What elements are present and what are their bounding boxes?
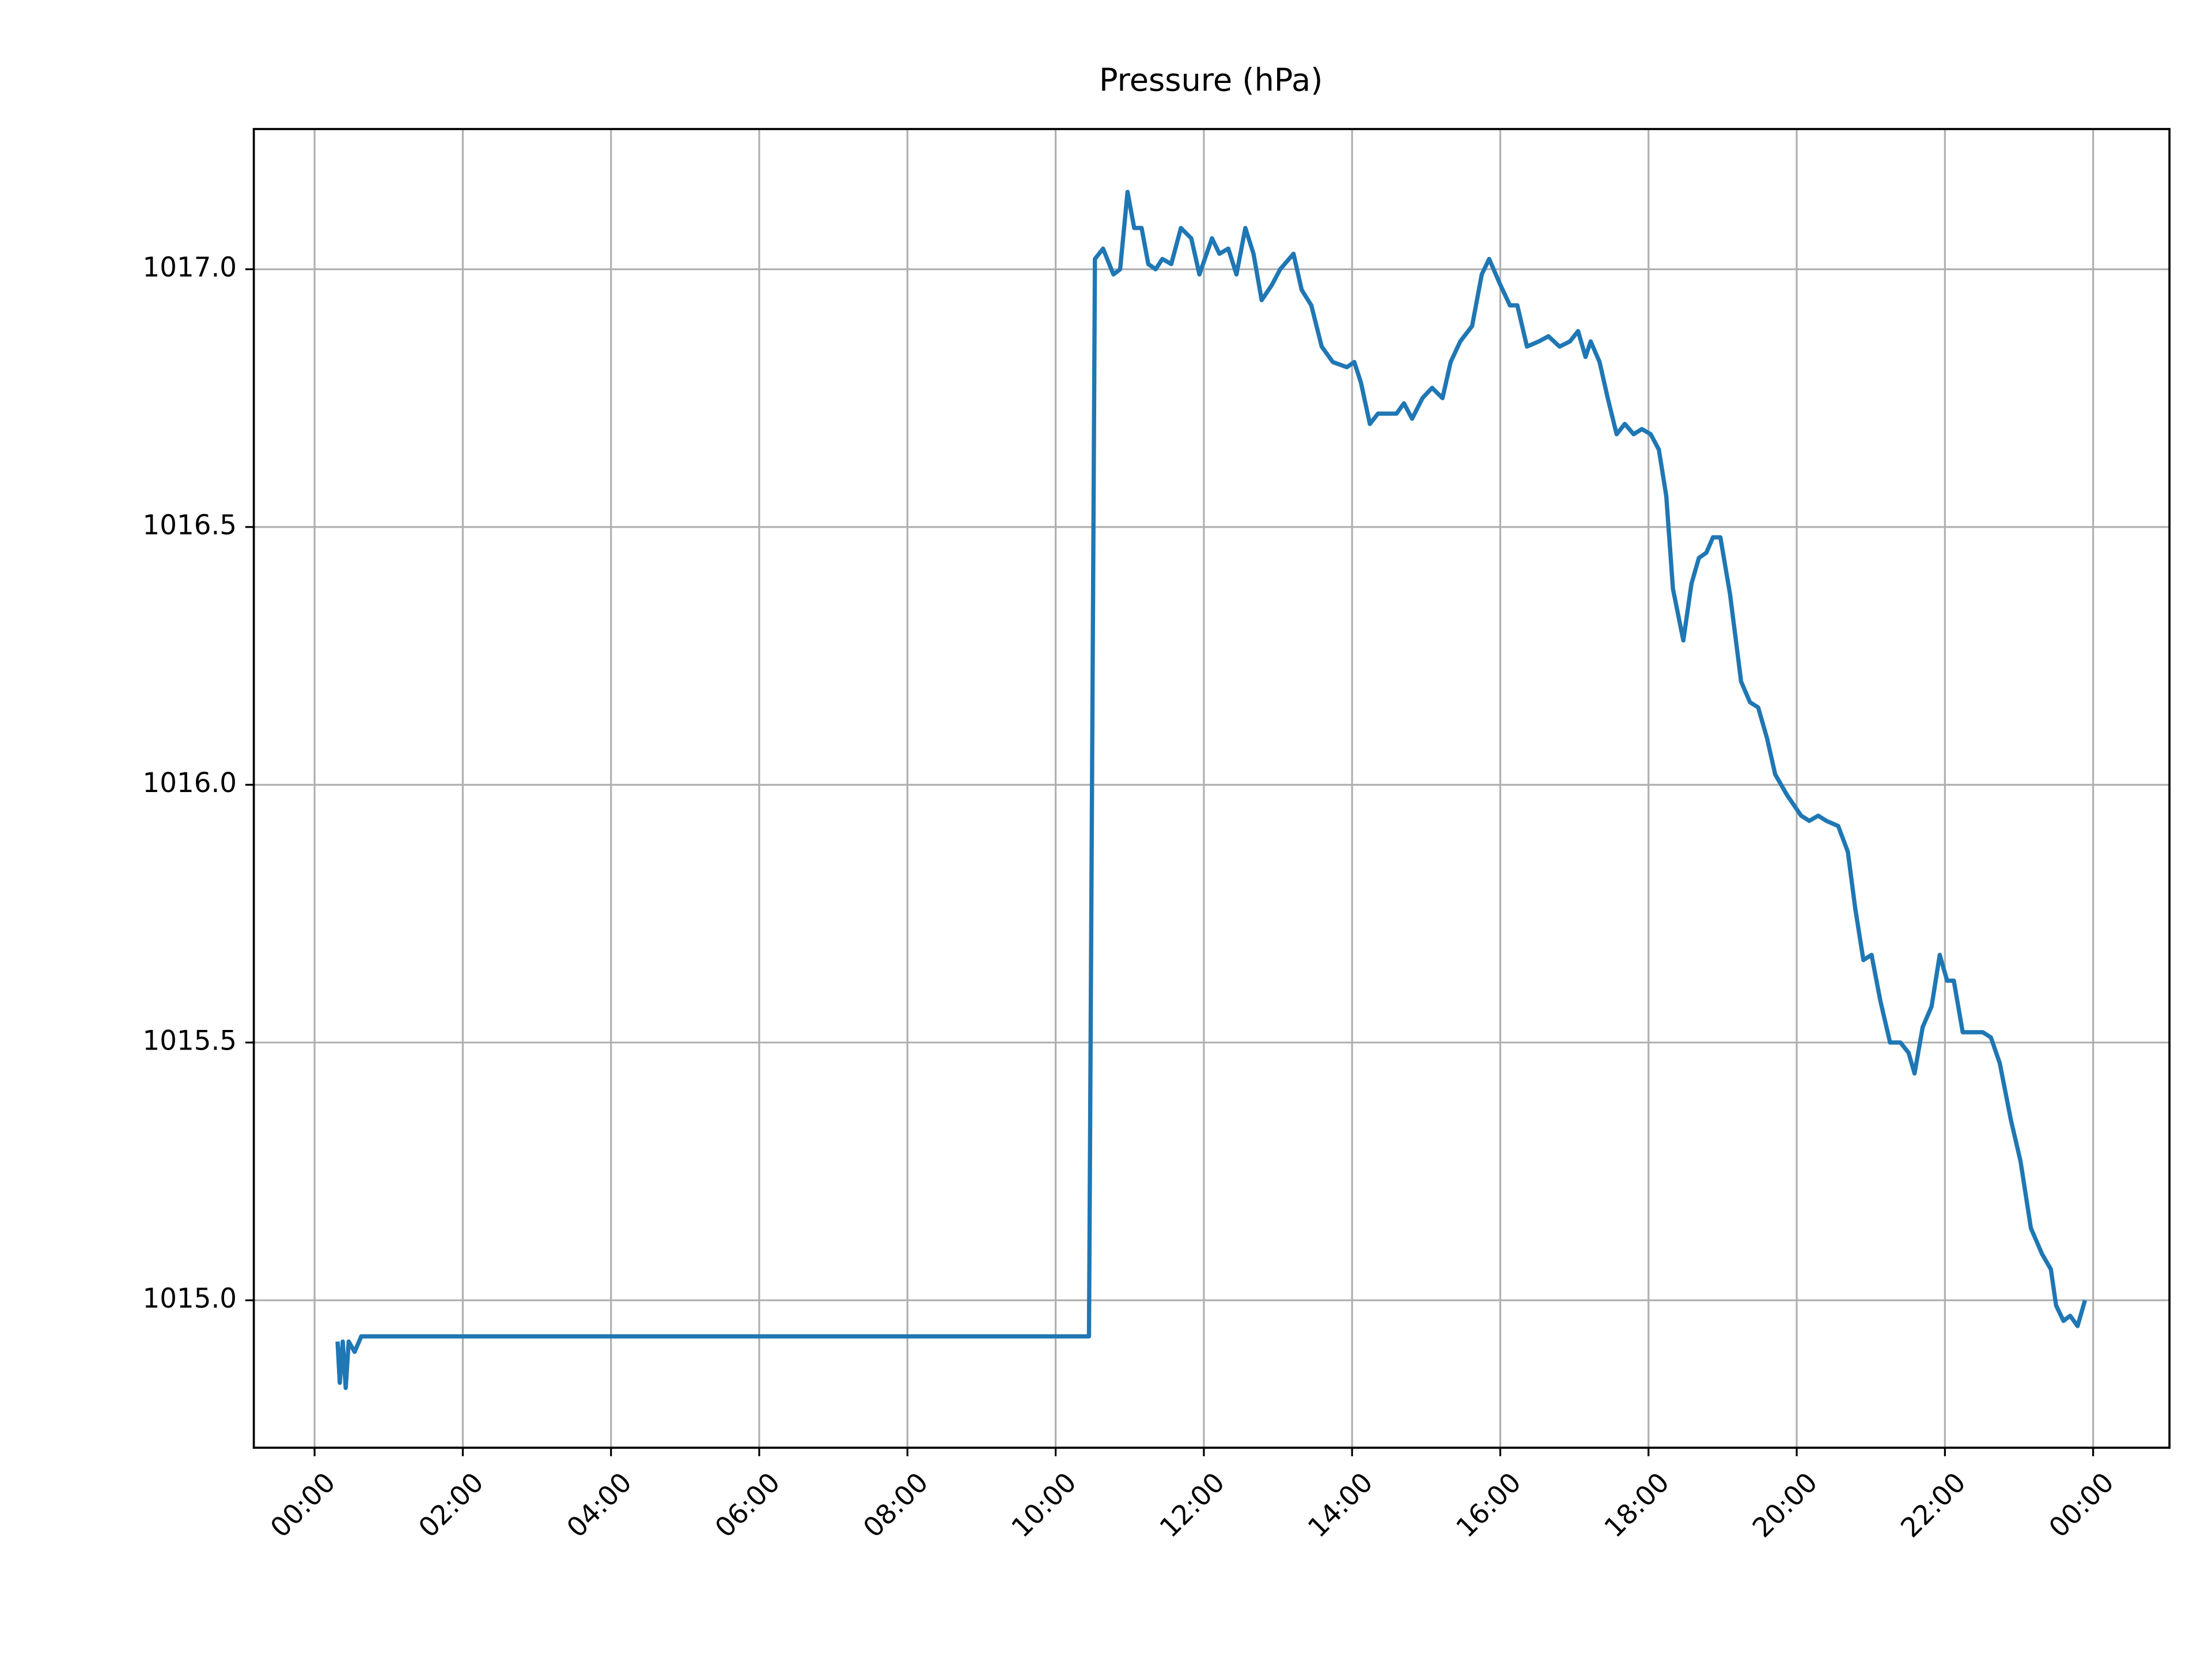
chart-title: Pressure (hPa)	[1099, 62, 1323, 98]
y-tick-label: 1015.0	[142, 1283, 237, 1315]
plot-frame	[252, 128, 2171, 1449]
y-tick-label: 1016.5	[142, 510, 237, 541]
y-tick-label: 1017.0	[142, 252, 237, 283]
y-tick-label: 1016.0	[142, 768, 237, 799]
line	[335, 190, 2088, 1391]
y-tick-label: 1015.5	[142, 1025, 237, 1056]
